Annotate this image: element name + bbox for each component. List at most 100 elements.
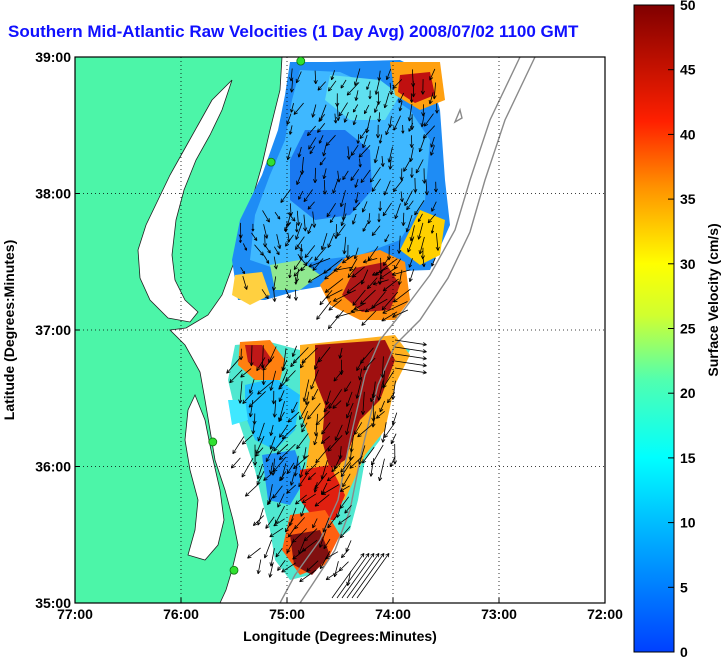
velocity-arrow — [392, 309, 409, 318]
velocity-arrow — [354, 178, 359, 188]
velocity-arrow — [288, 269, 292, 279]
velocity-arrow — [336, 224, 346, 237]
velocity-arrow — [347, 266, 357, 278]
velocity-arrow — [267, 495, 274, 506]
velocity-arrow — [313, 482, 318, 493]
velocity-arrow — [358, 445, 366, 465]
velocity-arrow — [357, 422, 375, 438]
velocity-arrow — [409, 93, 414, 103]
velocity-arrow — [362, 222, 368, 232]
velocity-arrow — [322, 145, 327, 157]
velocity-arrow — [277, 559, 286, 571]
velocity-arrow — [394, 203, 401, 220]
velocity-arrow — [324, 265, 342, 280]
velocity-arrow — [346, 82, 360, 96]
velocity-arrow — [300, 410, 309, 428]
velocity-arrow — [360, 169, 371, 184]
velocity-arrow — [354, 422, 363, 435]
velocity-arrow — [383, 180, 391, 196]
velocity-arrow — [327, 310, 344, 330]
velocity-arrow — [318, 113, 326, 122]
velocity-arrow — [331, 552, 365, 599]
velocity-arrow — [392, 179, 404, 193]
velocity-arrow — [302, 379, 310, 402]
velocity-arrow — [323, 403, 332, 413]
velocity-arrow — [264, 245, 271, 254]
colorbar-label: Surface Velocity (cm/s) — [705, 223, 721, 376]
velocity-arrow — [279, 471, 287, 482]
velocity-arrow — [356, 357, 365, 372]
velocity-arrow — [335, 311, 355, 319]
velocity-arrow — [242, 392, 254, 404]
colorbar-tick-label: 15 — [680, 450, 696, 466]
velocity-arrow — [332, 179, 339, 194]
velocity-arrow — [364, 298, 388, 313]
velocity-arrow — [431, 201, 437, 212]
velocity-arrow — [295, 223, 303, 240]
velocity-arrow — [299, 401, 310, 420]
velocity-arrow — [344, 504, 352, 514]
velocity-arrow — [358, 368, 363, 381]
velocity-arrow — [276, 234, 282, 250]
velocity-arrow — [272, 400, 277, 418]
velocity-arrow — [418, 135, 426, 153]
velocity-arrow — [418, 236, 425, 255]
velocity-arrow — [353, 247, 359, 260]
velocity-arrow — [295, 71, 302, 84]
velocity-arrow — [345, 412, 352, 435]
velocity-arrow — [340, 549, 350, 559]
velocity-arrow — [381, 311, 398, 322]
velocity-arrow — [310, 369, 319, 390]
velocity-arrow — [391, 269, 411, 276]
x-axis-ticks: 77:00 76:00 75:00 74:00 73:00 72:00 — [57, 598, 623, 622]
x-tick-label: 73:00 — [481, 606, 517, 622]
velocity-arrow — [333, 369, 344, 382]
velocity-arrow — [288, 125, 293, 135]
bay-water — [137, 79, 233, 323]
radar-stations — [208, 56, 306, 575]
velocity-arrow — [430, 145, 435, 156]
velocity-arrow — [268, 562, 274, 578]
velocity-arrow — [313, 167, 318, 184]
velocity-arrow — [340, 456, 355, 473]
velocity-arrow — [289, 68, 294, 82]
velocity-arrow — [411, 80, 416, 98]
velocity-arrow — [387, 392, 396, 404]
velocity-arrow — [352, 104, 359, 113]
velocity-arrow — [328, 299, 342, 311]
velocity-arrow — [244, 482, 261, 497]
velocity-arrow — [352, 202, 361, 211]
velocity-arrow — [248, 379, 255, 394]
velocity-arrow — [379, 267, 397, 280]
velocity-arrow — [385, 68, 392, 81]
velocity-arrow — [333, 113, 338, 124]
velocity-arrow — [323, 538, 331, 550]
velocity-arrow — [362, 134, 368, 149]
velocity-arrow — [238, 235, 242, 243]
velocity-arrow — [371, 225, 381, 237]
velocity-arrow — [248, 400, 254, 418]
velocity-arrow — [407, 236, 415, 253]
velocity-arrow — [415, 159, 424, 174]
velocity-arrow — [382, 278, 399, 292]
velocity-arrow — [350, 168, 360, 181]
velocity-arrow — [353, 302, 366, 310]
velocity-arrow — [375, 124, 381, 139]
velocity-arrow — [360, 289, 376, 305]
velocity-arrow — [252, 444, 258, 466]
velocity-arrow — [331, 463, 341, 473]
velocity-arrow — [254, 244, 264, 256]
velocity-arrow — [287, 232, 291, 243]
x-tick-label: 77:00 — [57, 606, 93, 622]
velocity-arrow — [333, 561, 339, 578]
y-axis-ticks: 35:00 36:00 37:00 38:00 39:00 — [35, 49, 80, 611]
velocity-arrow — [369, 166, 381, 183]
velocity-arrow — [261, 370, 266, 385]
velocity-arrow — [281, 562, 297, 573]
velocity-arrow — [401, 124, 405, 134]
velocity-arrow — [398, 92, 405, 104]
velocity-arrow — [372, 279, 389, 286]
x-tick-label: 75:00 — [269, 606, 305, 622]
velocity-arrow — [229, 369, 243, 384]
